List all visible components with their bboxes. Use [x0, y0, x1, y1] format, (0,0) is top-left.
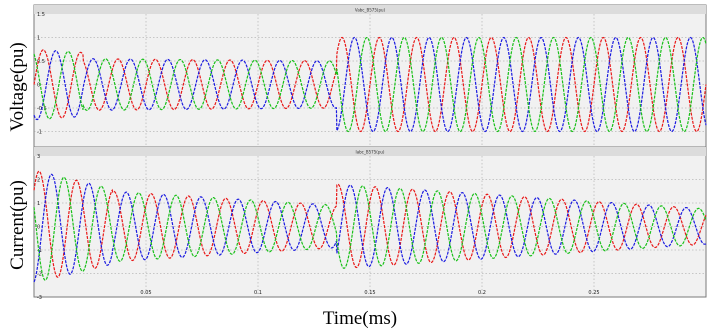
x-tick-label: 0.1 — [254, 290, 262, 296]
x-tick-label: 0.05 — [140, 290, 151, 296]
y-tick-label: -3 — [37, 295, 42, 301]
voltage-title-bar — [34, 5, 706, 14]
current-phase-2-line — [33, 173, 707, 283]
y-tick-label: 1 — [37, 201, 40, 207]
y-tick-label: 0 — [37, 83, 40, 89]
x-axis-label: Time(ms) — [323, 308, 397, 329]
y-tick-label: -1 — [37, 130, 42, 136]
voltage-phase-1-line — [33, 36, 707, 133]
x-tick-label: 0.2 — [478, 290, 486, 296]
current-plot-title: Iabc_B575(pu) — [356, 150, 385, 155]
current-phase-3-line — [33, 176, 707, 281]
current-phase-1-line — [33, 170, 707, 278]
voltage-phase-3-line — [33, 36, 707, 133]
y-tick-label: 1.5 — [37, 12, 45, 18]
voltage-plot-title: Vabc_B575(pu) — [355, 8, 386, 13]
y-tick-label: 0 — [37, 225, 40, 231]
x-tick-label: 0.25 — [588, 290, 599, 296]
y-tick-label: 2 — [37, 178, 40, 184]
y-tick-label: -2 — [37, 272, 42, 278]
current-title-bar — [34, 147, 706, 156]
y-tick-label: 1 — [37, 36, 40, 42]
current-y-axis-label: Current(pu) — [7, 180, 28, 270]
y-tick-label: 0.5 — [37, 59, 45, 65]
voltage-series — [33, 36, 707, 133]
x-tick-label: 0.15 — [364, 290, 375, 296]
voltage-panel: Vabc_B575(pu) 1.510.50-0.5-1-1.5 Voltage… — [7, 4, 707, 159]
voltage-y-axis-label: Voltage(pu) — [7, 42, 28, 131]
voltage-plot-frame — [33, 4, 707, 156]
current-series — [33, 170, 707, 283]
y-tick-label: 3 — [37, 154, 40, 160]
current-x-ticks: 0.05 0.1 0.15 0.2 0.25 — [140, 290, 599, 296]
